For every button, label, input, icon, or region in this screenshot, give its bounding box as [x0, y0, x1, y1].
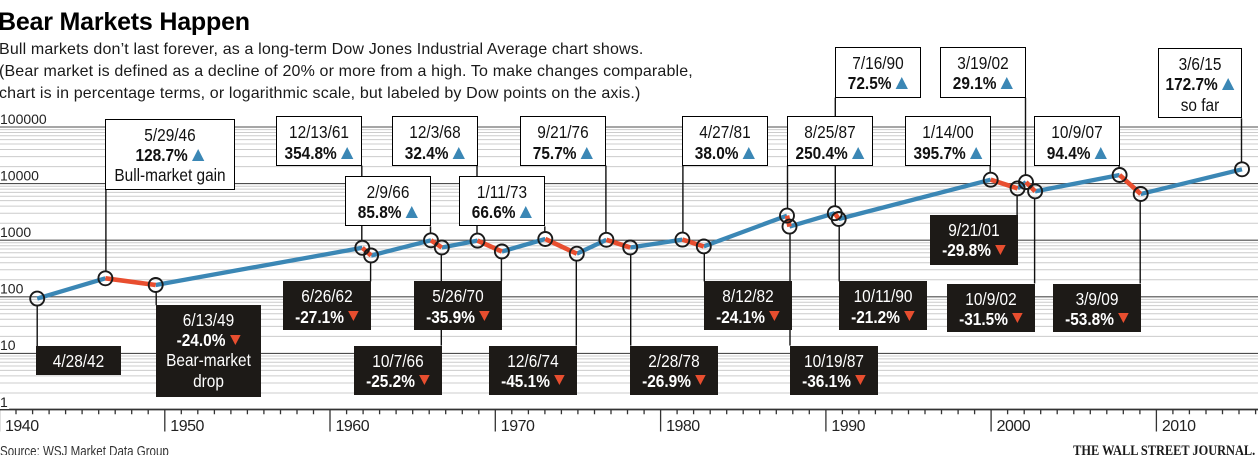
svg-text:1000: 1000 [0, 224, 31, 240]
svg-text:1980: 1980 [666, 418, 700, 435]
svg-text:2000: 2000 [997, 418, 1031, 435]
svg-text:1960: 1960 [336, 418, 370, 435]
svg-text:1970: 1970 [501, 418, 535, 435]
svg-text:1990: 1990 [831, 418, 865, 435]
svg-text:1940: 1940 [5, 418, 39, 435]
svg-text:2010: 2010 [1162, 418, 1196, 435]
svg-text:100: 100 [0, 281, 24, 297]
svg-text:1950: 1950 [170, 418, 204, 435]
svg-text:10000: 10000 [0, 167, 39, 183]
svg-text:10: 10 [0, 337, 16, 353]
svg-text:1: 1 [0, 394, 8, 410]
svg-text:100000: 100000 [0, 111, 47, 127]
